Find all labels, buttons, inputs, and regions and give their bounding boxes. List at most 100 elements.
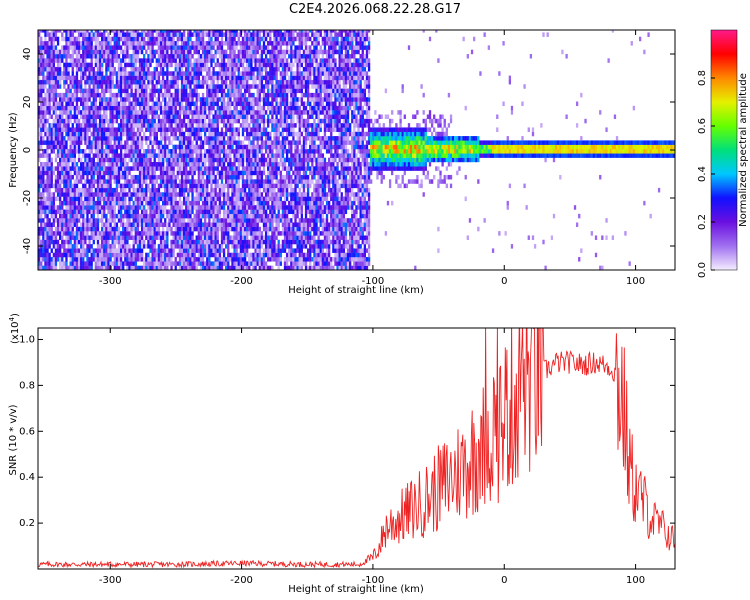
heatmap-cell — [246, 49, 249, 55]
heatmap-cell — [38, 192, 41, 197]
heatmap-cell — [157, 79, 161, 85]
heatmap-cell — [195, 71, 198, 76]
heatmap-cell — [105, 131, 108, 137]
heatmap-cell — [193, 226, 196, 232]
heatmap-cell — [101, 54, 104, 59]
heatmap-cell — [134, 30, 137, 33]
heatmap-cell — [122, 239, 125, 245]
heatmap-cell — [239, 49, 243, 55]
heatmap-cell — [187, 157, 190, 163]
heatmap-cell — [101, 71, 104, 76]
heatmap-cell — [170, 157, 173, 163]
heatmap-cell — [44, 213, 47, 219]
heatmap-cell — [231, 45, 234, 50]
heatmap-cell — [107, 127, 110, 132]
heatmap-cell — [201, 92, 205, 98]
heatmap-cell — [178, 62, 182, 68]
heatmap-cell — [94, 45, 98, 50]
heatmap-cell — [101, 170, 104, 176]
heatmap-cell — [126, 127, 129, 132]
heatmap-cell — [107, 248, 110, 253]
heatmap-cell — [208, 196, 211, 202]
heatmap-cell — [38, 149, 41, 154]
heatmap-cell — [197, 179, 201, 184]
heatmap-cell — [44, 36, 47, 42]
heatmap-cell — [225, 200, 228, 206]
heatmap-cell — [157, 192, 161, 197]
heatmap-cell — [109, 157, 112, 163]
heatmap-cell — [117, 30, 121, 33]
heatmap-cell — [86, 114, 89, 119]
heatmap-cell — [183, 41, 186, 46]
heatmap-cell — [126, 222, 129, 227]
heatmap-cell — [75, 235, 79, 240]
heatmap-cell — [67, 136, 70, 141]
heatmap-cell — [187, 97, 190, 102]
heatmap-cell — [191, 110, 194, 115]
heatmap-cell — [246, 252, 249, 258]
heatmap-cell — [166, 136, 169, 141]
heatmap-cell — [52, 209, 56, 215]
heatmap-cell — [187, 45, 190, 50]
heatmap-cell — [197, 84, 201, 89]
heatmap-cell — [147, 62, 150, 68]
heatmap-cell — [191, 54, 194, 59]
heatmap-cell — [75, 62, 79, 68]
heatmap-cell — [164, 84, 167, 89]
heatmap-cell — [88, 114, 91, 119]
heatmap-cell — [210, 265, 213, 270]
heatmap-cell — [52, 54, 56, 59]
heatmap-cell — [109, 49, 112, 55]
heatmap-cell — [229, 131, 232, 137]
heatmap-cell — [113, 200, 116, 206]
heatmap-cell — [248, 144, 251, 150]
heatmap-cell — [40, 162, 43, 167]
heatmap-cell — [126, 174, 129, 180]
heatmap-cell — [82, 265, 85, 270]
heatmap-cell — [229, 71, 232, 76]
heatmap-cell — [199, 170, 203, 176]
heatmap-cell — [151, 110, 154, 115]
heatmap-cell — [107, 62, 110, 68]
heatmap-cell — [143, 79, 146, 85]
heatmap-cell — [197, 166, 201, 171]
heatmap-cell — [59, 157, 62, 163]
heatmap-cell — [75, 179, 79, 184]
heatmap-cell — [166, 200, 169, 206]
heatmap-cell — [46, 200, 49, 206]
heatmap-cell — [164, 110, 167, 115]
heatmap-cell — [239, 222, 243, 227]
heatmap-cell — [113, 226, 116, 232]
heatmap-cell — [115, 118, 119, 124]
heatmap-cell — [75, 88, 79, 94]
heatmap-cell — [69, 75, 72, 81]
heatmap-cell — [178, 205, 182, 210]
heatmap-cell — [115, 179, 119, 184]
heatmap-cell — [229, 222, 232, 227]
heatmap-cell — [130, 88, 133, 94]
heatmap-cell — [42, 196, 45, 202]
heatmap-cell — [204, 166, 207, 171]
heatmap-cell — [155, 218, 158, 223]
heatmap-cell — [136, 84, 140, 89]
heatmap-cell — [180, 127, 184, 132]
heatmap-cell — [189, 62, 192, 68]
heatmap-cell — [38, 213, 41, 219]
heatmap-cell — [199, 118, 203, 124]
heatmap-cell — [126, 88, 129, 94]
heatmap-cell — [101, 257, 104, 262]
heatmap-cell — [67, 231, 70, 236]
heatmap-cell — [126, 54, 129, 59]
heatmap-cell — [180, 79, 184, 85]
heatmap-cell — [111, 92, 114, 98]
heatmap-cell — [140, 66, 144, 72]
heatmap-cell — [130, 248, 133, 253]
heatmap-cell — [206, 248, 209, 253]
heatmap-cell — [96, 257, 100, 262]
heatmap-cell — [145, 222, 148, 227]
heatmap-cell — [59, 66, 62, 72]
heatmap-cell — [178, 123, 182, 128]
heatmap-cell — [88, 84, 91, 89]
heatmap-cell — [92, 123, 95, 128]
heatmap-cell — [210, 118, 213, 124]
